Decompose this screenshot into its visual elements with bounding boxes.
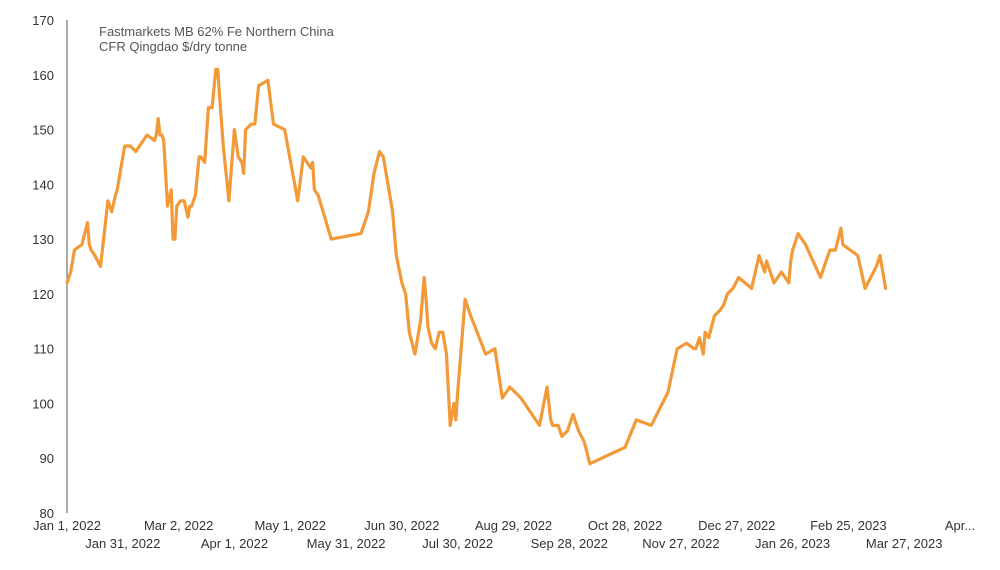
- x-tick-label: Jun 30, 2022: [364, 518, 439, 533]
- chart-title-line-1: Fastmarkets MB 62% Fe Northern China: [99, 24, 335, 39]
- x-tick-label: Oct 28, 2022: [588, 518, 662, 533]
- x-tick-label: May 31, 2022: [307, 536, 386, 551]
- x-tick-label: Apr 1, 2022: [201, 536, 268, 551]
- x-tick-label: Dec 27, 2022: [698, 518, 775, 533]
- x-tick-label: Sep 28, 2022: [531, 536, 608, 551]
- x-tick-label: Feb 25, 2023: [810, 518, 887, 533]
- y-tick-label: 110: [33, 342, 54, 357]
- y-tick-label: 120: [32, 287, 54, 302]
- series-group: [65, 67, 888, 466]
- y-tick-label: 140: [32, 177, 54, 192]
- chart-title: Fastmarkets MB 62% Fe Northern China CFR…: [99, 24, 335, 54]
- y-tick-label: 170: [32, 13, 54, 28]
- y-tick-label: 80: [40, 506, 54, 521]
- y-axis: 80 90 100 110 120 130 140 150 160 170: [32, 13, 68, 521]
- x-axis: Jan 1, 2022 Mar 2, 2022 May 1, 2022 Jun 30,…: [33, 518, 975, 551]
- x-tick-label: Jul 30, 2022: [422, 536, 493, 551]
- x-tick-label: Jan 1, 2022: [33, 518, 101, 533]
- y-tick-label: 100: [32, 396, 54, 411]
- y-tick-label: 150: [32, 123, 54, 138]
- series-line: [65, 67, 888, 466]
- y-tick-label: 130: [32, 232, 54, 247]
- y-tick-label: 160: [32, 68, 54, 83]
- x-tick-label: Nov 27, 2022: [642, 536, 719, 551]
- x-tick-label: Jan 31, 2022: [85, 536, 160, 551]
- x-tick-label: Mar 2, 2022: [144, 518, 213, 533]
- x-tick-label: Jan 26, 2023: [755, 536, 830, 551]
- y-tick-label: 90: [40, 451, 54, 466]
- chart-title-line-2: CFR Qingdao $/dry tonne: [99, 39, 247, 54]
- x-tick-label: Apr...: [945, 518, 975, 533]
- x-tick-label: Aug 29, 2022: [475, 518, 552, 533]
- x-tick-label: Mar 27, 2023: [866, 536, 943, 551]
- x-tick-label: May 1, 2022: [254, 518, 326, 533]
